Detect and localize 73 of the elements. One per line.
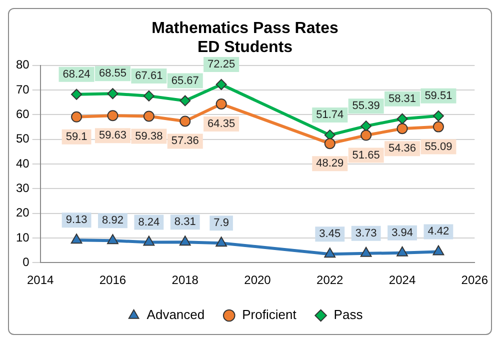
chart-title: Mathematics Pass Rates [152,20,338,38]
point [180,95,191,106]
y-tick-label: 80 [16,58,30,72]
y-tick-label: 70 [16,82,30,96]
data-label: 8.24 [138,216,160,228]
data-label: 67.61 [135,70,163,82]
y-tick-label: 50 [16,132,30,146]
x-tick-label: 2024 [388,273,416,288]
data-label: 3.94 [392,226,413,239]
point [180,116,191,127]
data-label: 8.92 [102,214,124,227]
point [107,110,118,122]
x-tick-label: 2026 [461,273,488,288]
point [107,234,118,244]
point [324,248,336,258]
point [216,98,227,110]
point [216,236,228,247]
data-label: 3.45 [319,228,341,240]
point [432,121,444,132]
point [107,88,118,100]
point [360,130,372,141]
data-label: 68.24 [62,68,90,80]
data-label: 59.1 [66,130,88,143]
data-label: 55.09 [424,140,452,153]
point [71,111,82,122]
y-tick-label: 0 [22,254,30,269]
point [432,110,444,122]
data-label: 72.25 [208,58,236,71]
data-label: 64.35 [208,118,236,130]
point [396,246,408,256]
point [432,245,444,256]
data-label: 55.39 [352,100,380,112]
point [216,79,227,90]
point [143,236,155,246]
data-label: 51.74 [316,109,344,122]
legend-label: Advanced [146,307,205,322]
point [324,138,336,150]
y-tick-label: 60 [16,107,30,122]
data-label: 48.29 [316,158,344,170]
x-tick-label: 2022 [316,273,344,288]
data-label: 68.55 [98,68,126,80]
data-label: 58.31 [388,92,416,105]
data-label: 65.67 [171,74,199,87]
data-label: 3.73 [355,227,377,240]
data-label: 7.9 [214,217,229,230]
legend-label: Pass [334,307,364,322]
x-tick-label: 2020 [244,273,272,288]
point [360,246,372,257]
x-tick-label: 2016 [99,273,126,288]
data-label: 54.36 [388,142,416,155]
data-label: 9.13 [66,214,88,226]
x-tick-label: 2018 [172,273,199,288]
y-tick-label: 20 [16,206,30,220]
point [179,236,191,246]
point [396,123,408,134]
point [143,110,154,122]
y-tick-label: 10 [16,230,30,244]
y-tick-label: 40 [16,156,30,170]
data-label: 8.31 [174,216,196,228]
data-label: 51.65 [352,149,380,162]
x-tick-label: 2014 [26,273,54,288]
data-label: 59.51 [424,90,452,102]
data-label: 59.63 [98,130,126,142]
data-label: 4.42 [428,226,450,238]
point [143,90,154,102]
point [70,234,82,244]
data-label: 59.38 [135,130,163,142]
point [71,88,82,100]
chart-subtitle: ED Students [197,39,293,56]
data-label: 57.36 [171,135,199,148]
point [396,113,408,124]
legend-label: Proficient [242,307,297,322]
y-tick-label: 30 [16,180,30,195]
